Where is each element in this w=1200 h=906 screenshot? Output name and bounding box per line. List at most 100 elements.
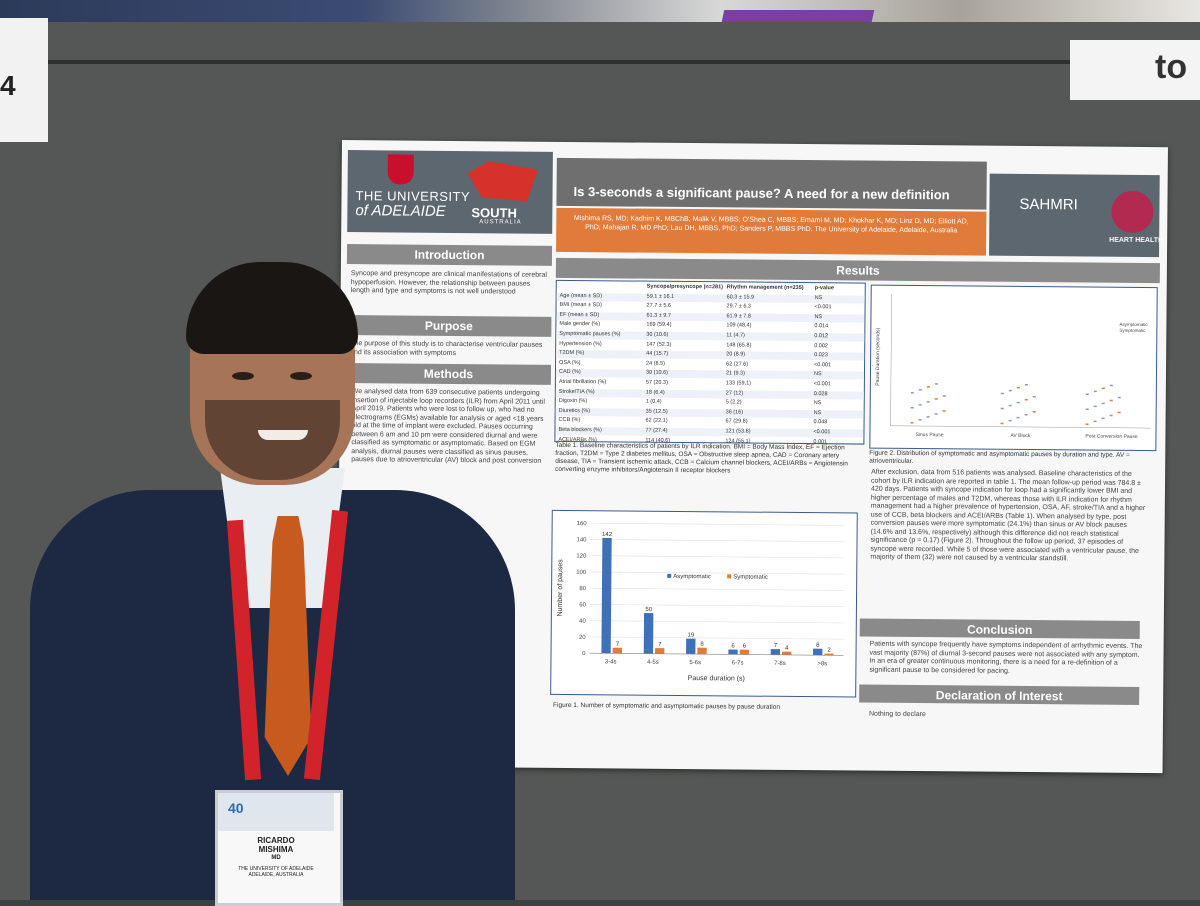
badge-institution-block: THE UNIVERSITY OF ADELAIDE ADELAIDE, AUS… — [215, 866, 337, 878]
baseline-table: Syncope/presyncope (n=281) Rhythm managem… — [554, 279, 866, 445]
fig2-dot — [918, 419, 922, 421]
fig2-dot — [1085, 408, 1089, 411]
table-cell: <0.001 — [813, 381, 831, 388]
table-cell: 18 (6.4) — [645, 389, 665, 396]
table-cell: 35 (12.5) — [645, 408, 668, 415]
fig2-dot — [942, 410, 946, 412]
data-label: 7 — [774, 643, 778, 649]
data-label: 19 — [687, 633, 694, 639]
badge-institution: THE UNIVERSITY OF ADELAIDE — [238, 866, 314, 872]
legend-swatch — [667, 573, 672, 578]
table-cell: <0.001 — [814, 361, 832, 369]
bar-symptomatic — [697, 647, 707, 655]
table-cell: T2DM (%) — [559, 350, 585, 357]
fig2-legend-sym: Symptomatic — [1119, 328, 1146, 333]
table-cell: CCB (%) — [558, 417, 581, 424]
figure-1-svg: 0 20 40 60 80 100 120 140 160 142 7 3-4s 50 7 4-5s 19 8 5… — [557, 521, 845, 683]
bar-symptomatic — [739, 649, 750, 655]
figure-2-svg: Pause Duration (seconds) Sinus Pause AV … — [875, 293, 1151, 440]
table-cell: Male gender (%) — [559, 321, 601, 328]
methods-text: We analysed data from 639 consecutive pa… — [351, 388, 546, 465]
figure-1-caption: Figure 1. Number of symptomatic and asym… — [553, 701, 780, 711]
board-number: 4 — [0, 70, 16, 101]
table-cell: 0.012 — [814, 333, 829, 340]
fig2-dot — [1016, 386, 1020, 389]
fig2-dot — [918, 404, 922, 406]
fig2-dot — [1032, 411, 1036, 413]
fig2-dot — [1008, 404, 1012, 407]
fig2-dot — [934, 383, 938, 385]
fig2-cat-post: Post Conversion Pause — [1085, 433, 1138, 439]
gridline — [590, 522, 845, 526]
results-text: After exclusion, data from 516 patients … — [870, 468, 1146, 563]
table-cell: Atrial fibrillation (%) — [558, 378, 607, 386]
gridline — [590, 555, 845, 559]
badge-title: MD — [271, 855, 281, 861]
person-beard — [205, 400, 340, 480]
table-cell: 21 (9.3) — [725, 370, 745, 377]
badge-last-name: MISHIMA — [258, 845, 294, 854]
table-cell: 61.9 ± 7.8 — [726, 313, 751, 320]
data-label: 4 — [785, 646, 789, 652]
legend-label: Asymptomatic — [673, 574, 711, 580]
introduction-text: Syncope and presyncope are clinical mani… — [350, 270, 547, 296]
research-poster: THE UNIVERSITY of ADELAIDE SOUTH AUSTRAL… — [336, 140, 1168, 774]
fig2-dot — [1032, 396, 1036, 398]
data-label: 50 — [645, 607, 652, 613]
person-hair — [186, 262, 358, 354]
table-cell: 24 (8.5) — [646, 360, 666, 367]
fig2-dot — [1016, 416, 1020, 419]
y-tick-label: 0 — [582, 651, 586, 657]
fig2-dot — [1024, 383, 1028, 386]
x-tick-label: 3-4s — [605, 659, 617, 665]
y-axis-label: Number of pauses — [557, 559, 565, 617]
gridline — [590, 587, 845, 591]
right-sign-text: to — [1155, 48, 1188, 86]
badge-logo: 40 — [228, 800, 244, 816]
gridline — [589, 620, 844, 624]
bar-asymptomatic — [601, 537, 612, 654]
person-tie — [264, 516, 312, 776]
data-label: 8 — [816, 643, 820, 649]
table-cell: <0.001 — [814, 304, 832, 311]
bar-symptomatic — [782, 651, 792, 655]
person-right-eye — [290, 372, 312, 380]
bar-symptomatic — [824, 653, 834, 656]
table-cell: NS — [814, 294, 823, 301]
fig2-dot — [1093, 405, 1097, 408]
section-declaration: Declaration of Interest — [859, 684, 1140, 705]
table-cell: Diuretics (%) — [558, 407, 591, 414]
table-cell: 59.1 ± 16.1 — [646, 293, 675, 300]
fig2-dot — [1000, 407, 1004, 410]
university-name-sub: of ADELAIDE — [355, 202, 446, 220]
table-cell: <0.001 — [813, 429, 831, 436]
table-cell: 20 (8.9) — [726, 351, 746, 358]
data-label: 2 — [827, 648, 831, 654]
person-left-eye — [232, 372, 254, 380]
board-number-tag: 4 — [0, 18, 48, 142]
bar-symptomatic — [612, 647, 623, 654]
person-smile — [258, 430, 308, 440]
fig2-dot — [1109, 399, 1113, 402]
table-cell: Hypertension (%) — [559, 340, 602, 347]
table-cell: 1 (0.4) — [645, 398, 662, 405]
heart-health-logo-icon — [1111, 190, 1154, 234]
table-cell: p-value — [814, 285, 835, 292]
gridline — [590, 539, 845, 542]
y-tick-label: 140 — [576, 537, 587, 543]
fig2-dot — [910, 406, 914, 409]
fig2-legend-asym: Asymptomatic — [1119, 322, 1148, 327]
legend-label: Symptomatic — [733, 574, 768, 580]
table-cell: 169 (59.4) — [646, 322, 672, 329]
table-cell: Rhythm management (n=235) — [726, 284, 804, 292]
fig2-dot — [1024, 398, 1028, 401]
table-caption: Table 1. Baseline characteristics of pat… — [555, 441, 848, 475]
fig2-dot — [910, 391, 914, 394]
badge-name: RICARDO MISHIMA MD — [215, 836, 337, 863]
table-cell: 57 (20.3) — [645, 379, 668, 386]
right-sign: to — [1070, 40, 1200, 100]
declaration-text: Nothing to declare — [868, 710, 926, 719]
poster-authors: Mishima RS, MD; Kadhim K, MBChB; Malik V… — [573, 215, 969, 235]
fig2-dot — [1101, 417, 1105, 420]
fig2-dot — [934, 413, 938, 415]
